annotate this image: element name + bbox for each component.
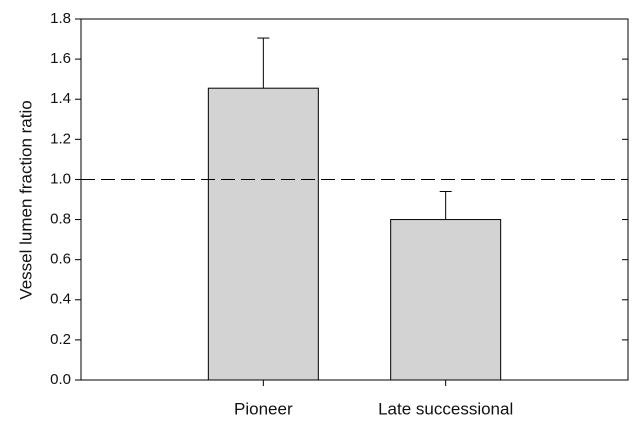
y-tick-label: 0.0 bbox=[50, 371, 71, 388]
y-tick-label: 0.6 bbox=[50, 251, 71, 268]
y-tick-label: 1.2 bbox=[50, 130, 71, 147]
y-tick-label: 1.8 bbox=[50, 10, 71, 27]
bars-group bbox=[81, 37, 628, 381]
plot-frame bbox=[80, 18, 629, 381]
x-axis: Pioneer Late successional bbox=[234, 380, 513, 418]
y-tick-label: 1.4 bbox=[50, 90, 71, 107]
plot-border bbox=[80, 18, 629, 381]
bar-late-successional bbox=[390, 219, 502, 381]
y-tick-label: 0.4 bbox=[50, 291, 71, 308]
y-tick-label: 0.2 bbox=[50, 331, 71, 348]
y-axis-title: Vessel lumen fraction ratio bbox=[16, 100, 35, 299]
y-tick-label: 0.8 bbox=[50, 211, 71, 228]
bar-pioneer bbox=[207, 87, 319, 381]
x-category-label: Pioneer bbox=[234, 399, 293, 418]
y-tick-label: 1.6 bbox=[50, 50, 71, 67]
x-category-label: Late successional bbox=[378, 399, 513, 418]
y-tick-label: 1.0 bbox=[50, 170, 71, 187]
y-axis: 0.0 0.2 0.4 0.6 0.8 1.0 1.2 1.4 1.6 1.8 bbox=[50, 10, 628, 388]
